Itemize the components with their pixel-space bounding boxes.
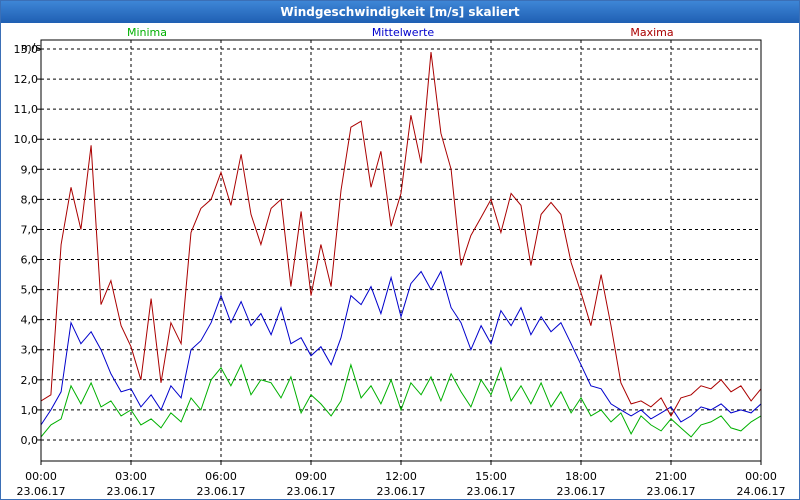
legend: Minima Mittelwerte Maxima bbox=[127, 26, 674, 39]
x-tick-date: 23.06.17 bbox=[647, 485, 696, 498]
x-tick-time: 21:00 bbox=[655, 470, 687, 483]
x-tick-time: 12:00 bbox=[385, 470, 417, 483]
legend-minima: Minima bbox=[127, 26, 167, 39]
x-tick-date: 23.06.17 bbox=[17, 485, 66, 498]
plot-frame bbox=[40, 39, 762, 462]
x-tick-date: 23.06.17 bbox=[287, 485, 336, 498]
y-tick-label: 0,0 bbox=[21, 434, 39, 447]
axes: 0,0 1,0 2,0 3,0 4,0 5,0 6,0 7,0 8,0 9,0 10,0 11,0 12… bbox=[14, 39, 786, 498]
x-tick-date: 23.06.17 bbox=[557, 485, 606, 498]
series-line-maxima bbox=[41, 51, 761, 417]
y-axis-label: m/s bbox=[21, 41, 41, 54]
y-tick-label: 3,0 bbox=[21, 344, 39, 357]
series-group bbox=[41, 51, 761, 438]
y-tick-label: 8,0 bbox=[21, 193, 39, 206]
y-tick-label: 1,0 bbox=[21, 404, 39, 417]
x-tick-date: 23.06.17 bbox=[107, 485, 156, 498]
x-tick-time: 15:00 bbox=[475, 470, 507, 483]
x-tick-date: 23.06.17 bbox=[467, 485, 516, 498]
x-tick-date: 23.06.17 bbox=[377, 485, 426, 498]
y-tick-label: 11,0 bbox=[14, 103, 39, 116]
chart-title: Windgeschwindigkeit [m/s] skaliert bbox=[1, 1, 799, 23]
legend-mittelwerte: Mittelwerte bbox=[372, 26, 435, 39]
y-tick-label: 7,0 bbox=[21, 223, 39, 236]
x-tick-date: 23.06.17 bbox=[197, 485, 246, 498]
x-tick-time: 03:00 bbox=[115, 470, 147, 483]
x-tick-time: 06:00 bbox=[205, 470, 237, 483]
x-tick-time: 00:00 bbox=[745, 470, 777, 483]
y-tick-label: 2,0 bbox=[21, 374, 39, 387]
y-tick-label: 4,0 bbox=[21, 314, 39, 327]
x-tick-time: 18:00 bbox=[565, 470, 597, 483]
y-tick-label: 5,0 bbox=[21, 284, 39, 297]
y-tick-label: 13,0 bbox=[14, 43, 39, 56]
x-tick-time: 09:00 bbox=[295, 470, 327, 483]
y-tick-label: 10,0 bbox=[14, 133, 39, 146]
y-tick-label: 9,0 bbox=[21, 163, 39, 176]
series-line-mittelwerte bbox=[41, 270, 761, 426]
series-line-minima bbox=[41, 363, 761, 438]
x-tick-date: 24.06.17 bbox=[737, 485, 786, 498]
y-tick-label: 6,0 bbox=[21, 254, 39, 267]
legend-maxima: Maxima bbox=[630, 26, 673, 39]
x-tick-time: 00:00 bbox=[25, 470, 57, 483]
y-tick-label: 12,0 bbox=[14, 73, 39, 86]
